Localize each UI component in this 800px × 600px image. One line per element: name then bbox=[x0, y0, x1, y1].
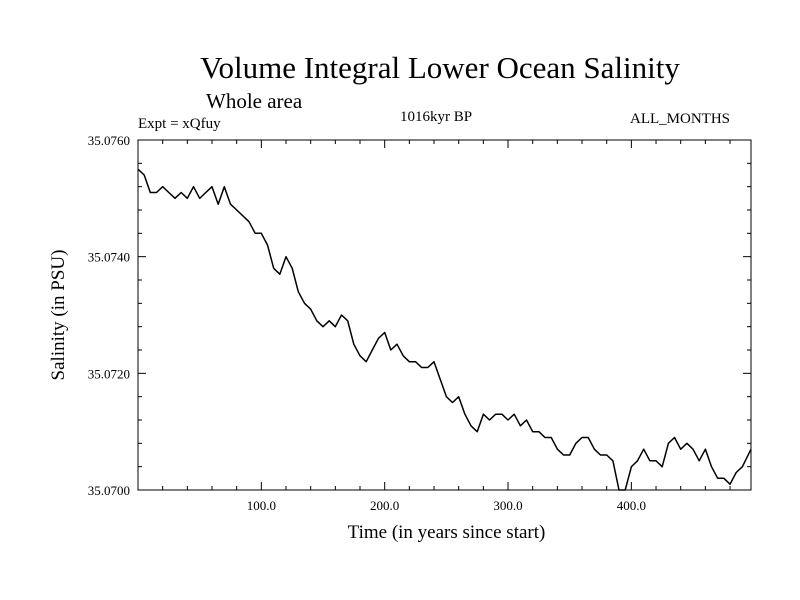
y-tick-label: 35.0720 bbox=[88, 366, 130, 381]
period-label: 1016kyr BP bbox=[400, 109, 473, 125]
axis-ticks bbox=[138, 139, 751, 491]
x-tick-label: 100.0 bbox=[247, 498, 276, 513]
chart-subtitle: Whole area bbox=[206, 89, 303, 113]
axis-tick-labels: 100.0 200.0 300.0 400.0 35.0700 35.0720 35.074… bbox=[88, 133, 646, 513]
y-axis-label: Salinity (in PSU) bbox=[48, 250, 69, 381]
chart-title: Volume Integral Lower Ocean Salinity bbox=[200, 50, 680, 85]
y-tick-label: 35.0740 bbox=[88, 250, 130, 265]
x-axis-label: Time (in years since start) bbox=[348, 522, 546, 543]
months-label: ALL_MONTHS bbox=[630, 111, 730, 127]
x-tick-label: 200.0 bbox=[370, 498, 399, 513]
y-tick-label: 35.0760 bbox=[88, 133, 130, 148]
y-tick-label: 35.0700 bbox=[88, 483, 130, 498]
salinity-series-line bbox=[137, 168, 752, 491]
x-tick-label: 300.0 bbox=[493, 498, 522, 513]
x-tick-label: 400.0 bbox=[617, 498, 646, 513]
experiment-label: Expt = xQfuy bbox=[138, 116, 221, 132]
plot-frame bbox=[137, 139, 752, 491]
